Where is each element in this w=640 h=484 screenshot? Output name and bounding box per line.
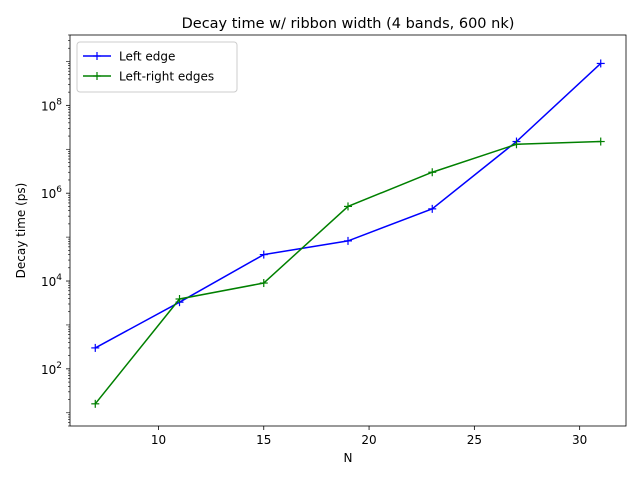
x-tick-label: 10	[151, 433, 166, 447]
y-tick-label: 104	[41, 273, 62, 289]
y-axis-label: Decay time (ps)	[14, 183, 28, 279]
y-tick-label: 108	[41, 97, 62, 113]
data-point	[512, 140, 521, 149]
y-axis-ticks: 102 104 106 108	[41, 34, 70, 427]
chart-title: Decay time w/ ribbon width (4 bands, 600…	[182, 16, 515, 32]
x-tick-label: 15	[256, 433, 271, 447]
data-point	[91, 343, 100, 352]
data-point	[596, 137, 605, 146]
x-tick-label: 30	[572, 433, 587, 447]
data-point	[344, 202, 352, 211]
data-point	[596, 59, 605, 68]
y-tick-label: 102	[41, 361, 62, 377]
data-point	[259, 250, 268, 259]
legend-label: Left-right edges	[119, 70, 214, 84]
y-tick-label: 106	[41, 185, 62, 201]
data-point	[175, 294, 184, 303]
data-point	[428, 204, 437, 213]
data-point	[428, 168, 437, 177]
legend: Left edge Left-right edges	[76, 41, 238, 93]
series-1	[91, 137, 605, 408]
legend-label: Left edge	[119, 50, 175, 64]
legend-item: Left-right edges	[83, 70, 214, 84]
x-axis-label: N	[344, 451, 353, 465]
plot-layer	[91, 59, 605, 408]
legend-box	[76, 41, 238, 93]
data-point	[259, 279, 268, 288]
data-point	[91, 399, 100, 408]
legend-item: Left edge	[83, 50, 175, 64]
axes-frame	[69, 34, 627, 427]
x-tick-label: 20	[361, 433, 376, 447]
x-axis-ticks: 10 15 20 25 30	[151, 426, 587, 447]
data-point	[344, 236, 352, 245]
x-tick-label: 25	[467, 433, 482, 447]
